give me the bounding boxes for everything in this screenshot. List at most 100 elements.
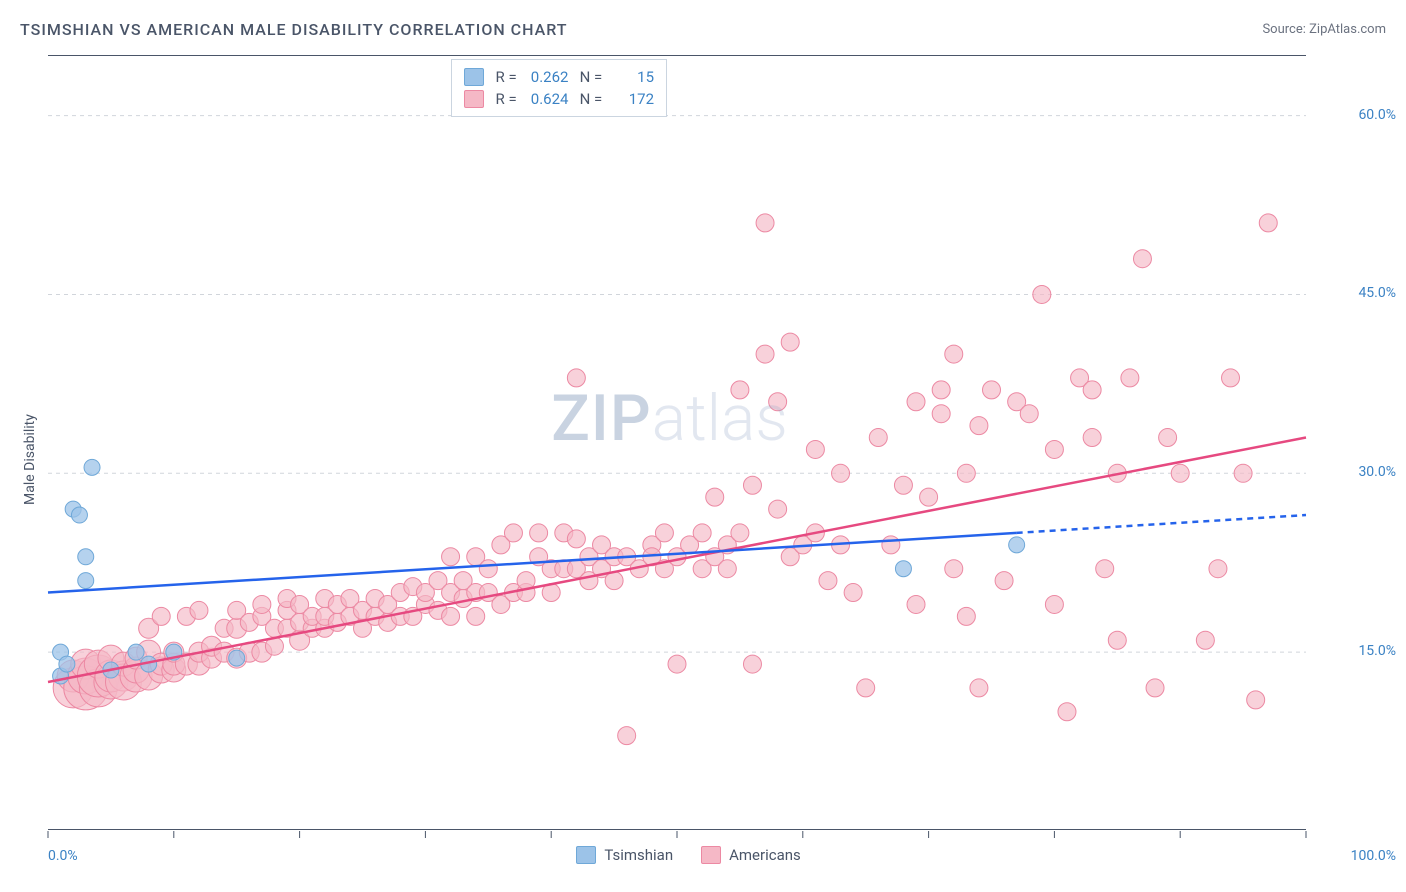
data-point [832,464,850,482]
data-point [1045,595,1063,613]
data-point [970,417,988,435]
data-point [970,679,988,697]
data-point [1096,560,1114,578]
data-point [567,530,585,548]
data-point [567,369,585,387]
data-point [844,584,862,602]
data-point [769,393,787,411]
y-axis-label: Male Disability [22,414,38,505]
data-point [932,405,950,423]
data-point [907,595,925,613]
legend-stat-row: R = 0.262 N = 15 [464,66,654,88]
data-point [718,560,736,578]
x-tick-label: 100.0% [1351,848,1396,864]
x-tick-label: 0.0% [48,848,78,864]
data-point [781,333,799,351]
data-point [907,393,925,411]
data-point [920,488,938,506]
legend-stat-row: R = 0.624 N = 172 [464,88,654,110]
data-point [655,524,673,542]
data-point [819,572,837,590]
data-point [882,536,900,554]
data-point [1222,369,1240,387]
data-point [479,560,497,578]
data-point [1159,429,1177,447]
data-point [442,607,460,625]
data-point [945,345,963,363]
data-point [957,464,975,482]
legend-swatch [576,846,596,864]
data-point [743,476,761,494]
data-point [152,607,170,625]
data-point [1121,369,1139,387]
y-tick-label: 60.0% [1358,107,1396,123]
y-tick-label: 30.0% [1358,464,1396,480]
data-point [945,560,963,578]
legend-stats-box: R = 0.262 N = 15 R = 0.624 N = 172 [451,59,667,117]
data-point [1247,691,1265,709]
data-point [756,214,774,232]
legend-stat-text: R = 0.262 N = 15 [496,68,654,86]
data-point [78,549,94,565]
data-point [442,548,460,566]
data-point [1083,381,1101,399]
data-point [894,476,912,494]
data-point [1045,440,1063,458]
data-point [957,607,975,625]
data-point [1234,464,1252,482]
legend-series: Tsimshian Americans [576,846,800,864]
data-point [78,573,94,589]
data-point [1083,429,1101,447]
legend-label: Americans [729,846,801,864]
legend-swatch [464,90,484,108]
data-point [668,655,686,673]
legend-item: Americans [701,846,801,864]
data-point [857,679,875,697]
data-point [1009,537,1025,553]
data-point [1020,405,1038,423]
data-point [731,381,749,399]
data-point [504,524,522,542]
plot-area [48,55,1306,830]
data-point [530,524,548,542]
legend-label: Tsimshian [604,846,673,864]
data-point [1259,214,1277,232]
legend-item: Tsimshian [576,846,673,864]
data-point [467,607,485,625]
data-point [190,601,208,619]
data-point [1033,285,1051,303]
data-point [706,488,724,506]
trend-line-extrapolated [1017,515,1306,533]
data-point [1171,464,1189,482]
chart-title: TSIMSHIAN VS AMERICAN MALE DISABILITY CO… [20,20,568,39]
data-point [756,345,774,363]
data-point [229,650,245,666]
scatter-plot-svg [48,56,1306,831]
data-point [693,524,711,542]
data-point [983,381,1001,399]
data-point [731,524,749,542]
data-point [932,381,950,399]
source-label: Source: [1262,22,1305,37]
data-point [1058,703,1076,721]
data-point [1209,560,1227,578]
legend-swatch [701,846,721,864]
legend-swatch [464,68,484,86]
data-point [1196,631,1214,649]
data-point [128,644,144,660]
data-point [769,500,787,518]
y-tick-label: 45.0% [1358,285,1396,301]
data-point [895,561,911,577]
data-point [869,429,887,447]
source-attribution: Source: ZipAtlas.com [1262,22,1386,37]
data-point [253,595,271,613]
data-point [806,440,824,458]
data-point [618,727,636,745]
data-point [1146,679,1164,697]
data-point [59,656,75,672]
legend-stat-text: R = 0.624 N = 172 [496,90,654,108]
data-point [84,459,100,475]
data-point [1133,250,1151,268]
data-point [1108,631,1126,649]
source-link[interactable]: ZipAtlas.com [1309,22,1386,37]
